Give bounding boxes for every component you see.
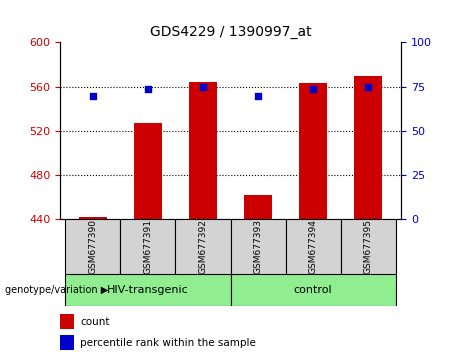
Bar (230, 219, 285, 274)
Bar (341, 219, 396, 274)
Title: GDS4229 / 1390997_at: GDS4229 / 1390997_at (150, 25, 311, 39)
Point (89, 93, 97, 98)
Point (199, 84, 207, 90)
Text: GSM677391: GSM677391 (143, 219, 153, 274)
Bar (355, 76, 382, 219)
Point (309, 86, 317, 91)
Bar (285, 219, 341, 274)
Point (254, 93, 262, 98)
Bar (65, 274, 230, 306)
Text: GSM677393: GSM677393 (254, 219, 262, 274)
Bar (120, 219, 176, 274)
Bar (230, 274, 396, 306)
Bar (134, 123, 162, 219)
Text: percentile rank within the sample: percentile rank within the sample (80, 338, 256, 348)
Text: control: control (294, 285, 332, 295)
Bar (176, 219, 230, 274)
Bar (299, 84, 327, 219)
Bar (189, 82, 217, 219)
Bar (244, 195, 272, 219)
Text: count: count (80, 316, 110, 327)
Text: GSM677392: GSM677392 (199, 219, 207, 274)
Text: GSM677394: GSM677394 (308, 219, 318, 274)
Point (364, 84, 372, 90)
Text: HIV-transgenic: HIV-transgenic (107, 285, 189, 295)
Bar (60, 314, 74, 329)
Text: genotype/variation ▶: genotype/variation ▶ (5, 285, 108, 295)
Point (144, 86, 152, 91)
Bar (79, 217, 106, 219)
Text: GSM677395: GSM677395 (364, 219, 372, 274)
Bar (65, 219, 120, 274)
Bar (60, 335, 74, 350)
Text: GSM677390: GSM677390 (89, 219, 97, 274)
